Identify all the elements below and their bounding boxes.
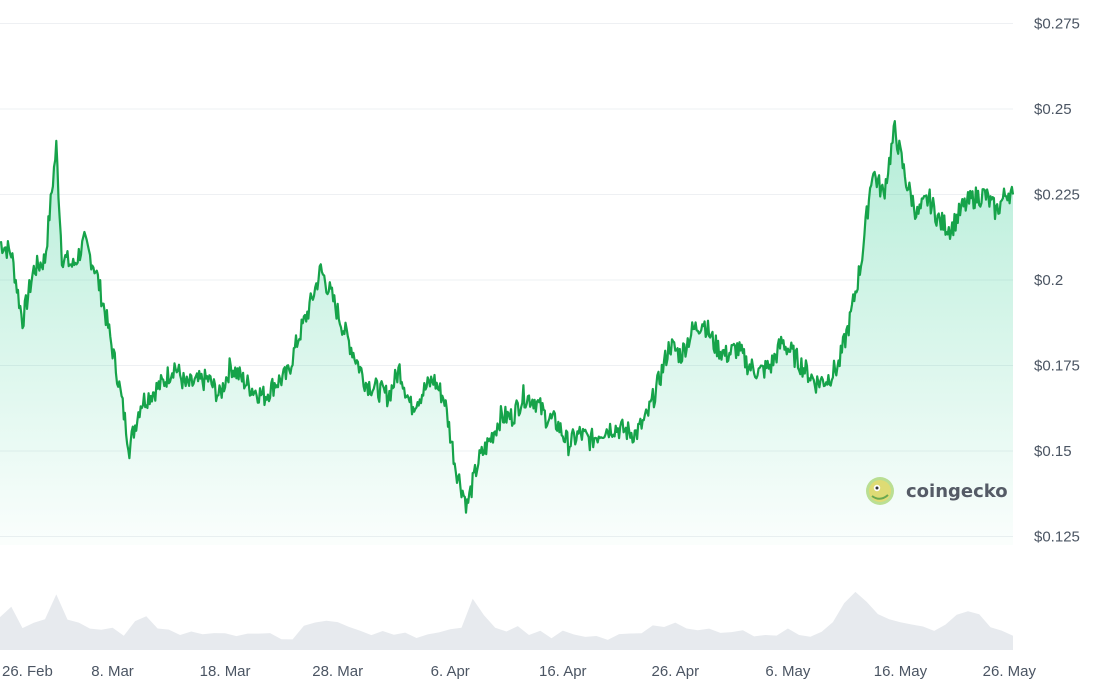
gecko-logo-icon — [866, 477, 894, 505]
x-tick-label: 26. Feb — [2, 663, 53, 680]
x-tick-label: 6. May — [765, 663, 811, 680]
coingecko-watermark: coingecko — [866, 477, 1008, 505]
y-tick-label: $0.125 — [1034, 528, 1080, 545]
x-axis-ticks: 26. Feb 8. Mar 18. Mar 28. Mar 6. Apr 16. Apr… — [2, 663, 1036, 680]
x-tick-label: 26. Apr — [652, 663, 700, 680]
price-area — [0, 121, 1013, 545]
y-tick-label: $0.2 — [1034, 272, 1063, 289]
volume-area-shape — [0, 591, 1013, 650]
x-tick-label: 8. Mar — [91, 663, 134, 680]
volume-area — [0, 591, 1013, 650]
x-tick-label: 6. Apr — [431, 663, 470, 680]
x-tick-label: 26. May — [983, 663, 1037, 680]
x-tick-label: 18. Mar — [200, 663, 251, 680]
y-axis-ticks: $0.275 $0.25 $0.225 $0.2 $0.175 $0.15 $0.125 — [1034, 16, 1080, 546]
price-line — [0, 120, 1015, 514]
x-tick-label: 28. Mar — [312, 663, 363, 680]
x-tick-label: 16. May — [874, 663, 928, 680]
watermark-brand-text: coingecko — [906, 481, 1008, 502]
y-tick-label: $0.225 — [1034, 187, 1080, 204]
price-line-layer — [0, 120, 1015, 514]
y-tick-label: $0.175 — [1034, 357, 1080, 374]
y-tick-label: $0.275 — [1034, 16, 1080, 33]
y-tick-label: $0.15 — [1034, 443, 1072, 460]
price-area-fill — [0, 121, 1013, 545]
y-tick-label: $0.25 — [1034, 101, 1072, 118]
x-tick-label: 16. Apr — [539, 663, 587, 680]
